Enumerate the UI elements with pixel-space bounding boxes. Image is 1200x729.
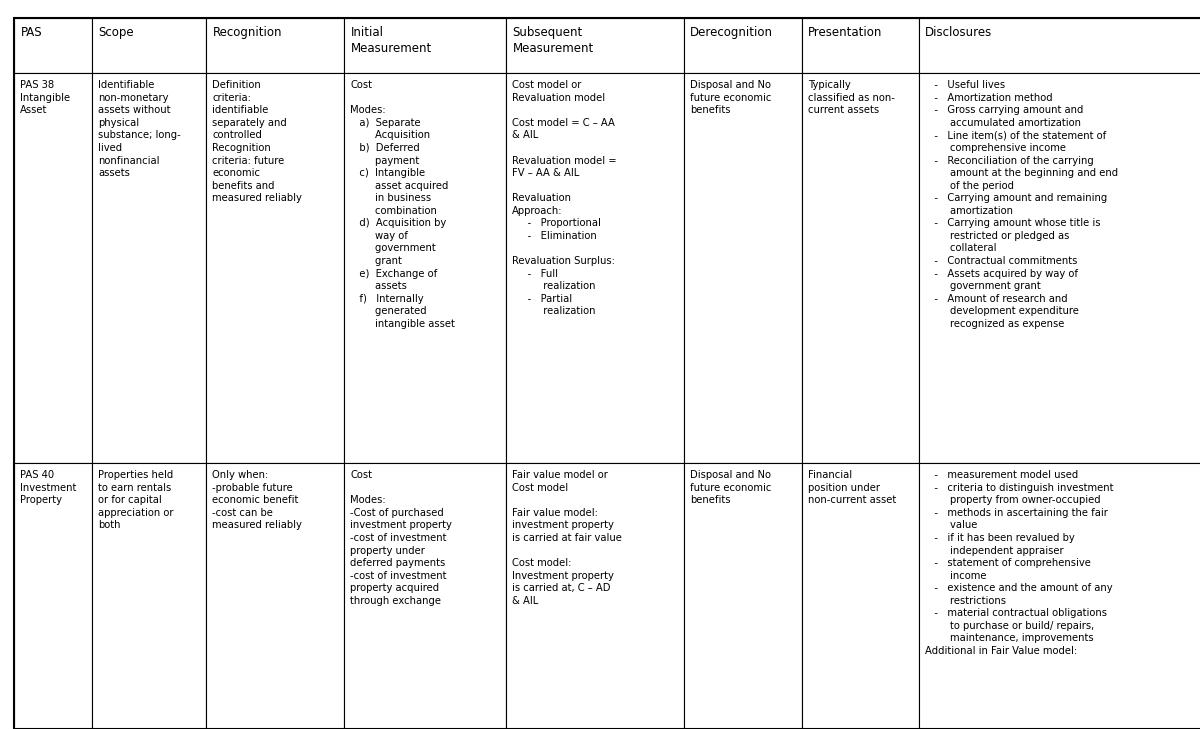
Bar — [14, 463, 92, 729]
Text: Presentation: Presentation — [808, 26, 882, 39]
Text: Cost model or
Revaluation model

Cost model = C – AA
& AIL

Revaluation model =
: Cost model or Revaluation model Cost mod… — [512, 80, 617, 316]
Bar — [14, 73, 92, 463]
Text: Typically
classified as non-
current assets: Typically classified as non- current ass… — [808, 80, 894, 115]
Bar — [506, 463, 684, 729]
Bar — [919, 463, 1200, 729]
Bar — [802, 18, 919, 73]
Text: Identifiable
non-monetary
assets without
physical
substance; long-
lived
nonfina: Identifiable non-monetary assets without… — [98, 80, 181, 178]
Text: Cost

Modes:
   a)  Separate
        Acquisition
   b)  Deferred
        payment: Cost Modes: a) Separate Acquisition b) D… — [350, 80, 455, 329]
Bar — [206, 73, 344, 463]
Text: Properties held
to earn rentals
or for capital
appreciation or
both: Properties held to earn rentals or for c… — [98, 470, 174, 531]
Bar — [206, 463, 344, 729]
Bar — [92, 463, 206, 729]
Bar — [919, 73, 1200, 463]
Bar — [344, 463, 506, 729]
Text: Disposal and No
future economic
benefits: Disposal and No future economic benefits — [690, 470, 772, 505]
Text: Disclosures: Disclosures — [925, 26, 992, 39]
Bar — [92, 18, 206, 73]
Text: Definition
criteria:
identifiable
separately and
controlled
Recognition
criteria: Definition criteria: identifiable separa… — [212, 80, 302, 203]
Text: PAS 40
Investment
Property: PAS 40 Investment Property — [20, 470, 77, 505]
Bar — [506, 73, 684, 463]
Bar — [684, 463, 802, 729]
Bar — [14, 18, 92, 73]
Text: Derecognition: Derecognition — [690, 26, 773, 39]
Bar — [919, 18, 1200, 73]
Text: Scope: Scope — [98, 26, 134, 39]
Bar — [206, 18, 344, 73]
Text: Subsequent
Measurement: Subsequent Measurement — [512, 26, 594, 55]
Bar — [506, 18, 684, 73]
Text: PAS 38
Intangible
Asset: PAS 38 Intangible Asset — [20, 80, 71, 115]
Text: -   Useful lives
   -   Amortization method
   -   Gross carrying amount and
   : - Useful lives - Amortization method - G… — [925, 80, 1118, 329]
Bar — [802, 73, 919, 463]
Bar — [684, 18, 802, 73]
Text: PAS: PAS — [20, 26, 42, 39]
Bar — [684, 73, 802, 463]
Bar — [92, 73, 206, 463]
Bar — [344, 18, 506, 73]
Text: Recognition: Recognition — [212, 26, 282, 39]
Bar — [802, 463, 919, 729]
Text: Cost

Modes:
-Cost of purchased
investment property
-cost of investment
property: Cost Modes: -Cost of purchased investmen… — [350, 470, 452, 606]
Text: Disposal and No
future economic
benefits: Disposal and No future economic benefits — [690, 80, 772, 115]
Text: Only when:
-probable future
economic benefit
-cost can be
measured reliably: Only when: -probable future economic ben… — [212, 470, 302, 531]
Bar — [344, 73, 506, 463]
Text: -   measurement model used
   -   criteria to distinguish investment
        pro: - measurement model used - criteria to d… — [925, 470, 1114, 656]
Text: Fair value model or
Cost model

Fair value model:
investment property
is carried: Fair value model or Cost model Fair valu… — [512, 470, 623, 606]
Text: Initial
Measurement: Initial Measurement — [350, 26, 432, 55]
Text: Financial
position under
non-current asset: Financial position under non-current ass… — [808, 470, 896, 505]
